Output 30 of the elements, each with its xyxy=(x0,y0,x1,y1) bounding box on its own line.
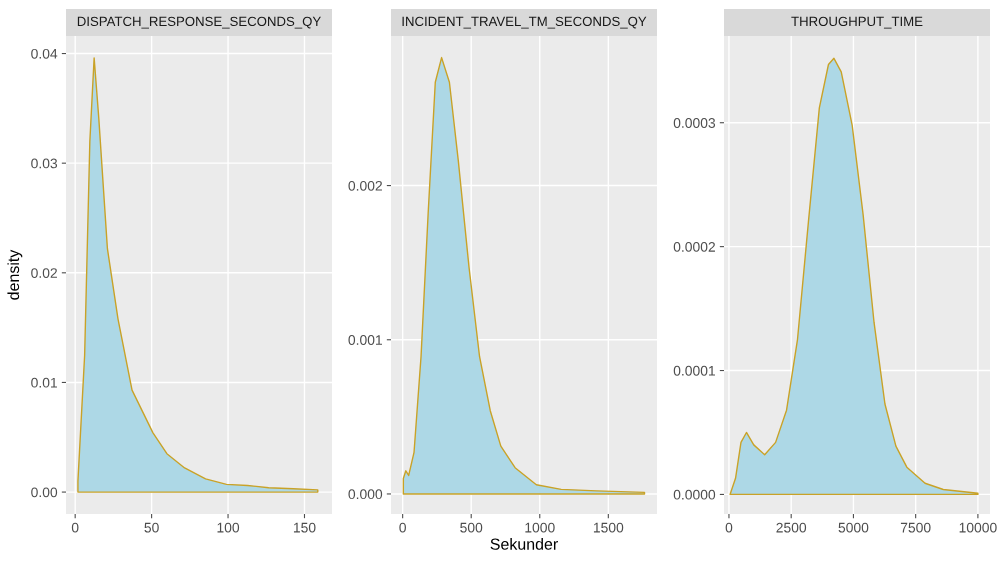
y-tick-label: 0.0000 xyxy=(673,489,716,500)
y-tick-label: 0.0002 xyxy=(673,241,715,252)
x-tick-label: 2500 xyxy=(776,522,807,533)
x-tick-label: 100 xyxy=(217,522,240,533)
x-tick-label: 10000 xyxy=(959,522,997,533)
x-tick-label: 1000 xyxy=(525,522,555,533)
y-tick-label: 0.02 xyxy=(31,268,57,278)
y-tick-label: 0.001 xyxy=(348,335,382,345)
x-tick-label: 500 xyxy=(460,522,483,533)
chart-title: DISPATCH_RESPONSE_SECONDS_QY xyxy=(77,16,321,29)
x-tick-label: 0 xyxy=(71,522,79,533)
x-tick-label: 0 xyxy=(399,522,406,533)
y-tick-label: 0.00 xyxy=(31,487,58,498)
chart-title: THROUGHPUT_TIME xyxy=(791,16,923,29)
y-tick-label: 0.002 xyxy=(348,180,382,191)
x-tick-label: 150 xyxy=(293,522,316,533)
x-tick-label: 5000 xyxy=(838,522,869,533)
x-tick-label: 50 xyxy=(144,522,159,533)
x-axis-title: Sekunder xyxy=(490,538,558,550)
x-tick-label: 1500 xyxy=(593,522,624,533)
y-tick-label: 0.03 xyxy=(31,158,58,169)
y-tick-label: 0.0001 xyxy=(673,365,715,376)
y-tick-label: 0.0003 xyxy=(673,118,716,128)
y-tick-label: 0.04 xyxy=(31,48,58,59)
y-axis-title: density xyxy=(7,249,23,300)
y-tick-label: 0.01 xyxy=(31,377,57,388)
chart-title: INCIDENT_TRAVEL_TM_SECONDS_QY xyxy=(402,16,647,29)
x-tick-label: 0 xyxy=(725,522,733,533)
y-tick-label: 0.000 xyxy=(348,489,383,500)
x-tick-label: 7500 xyxy=(900,522,931,533)
